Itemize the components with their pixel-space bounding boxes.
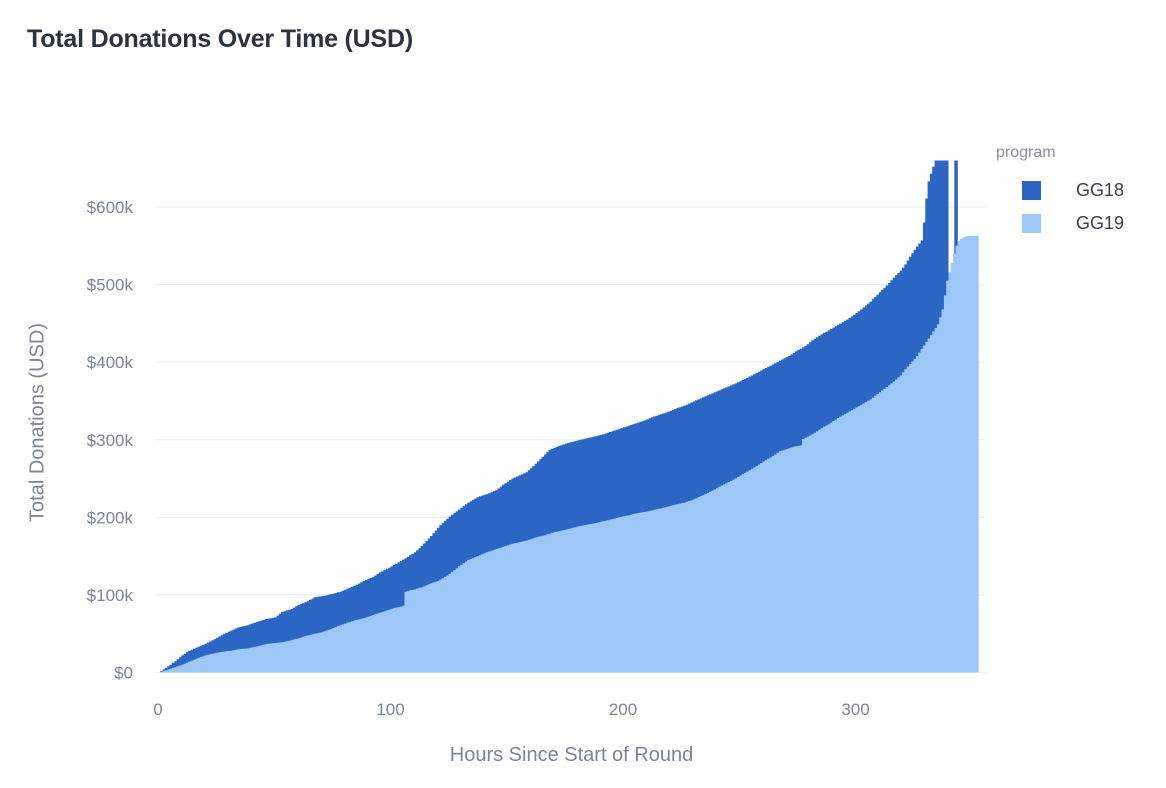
y-tick-label: $100k [87,586,134,605]
chart-title: Total Donations Over Time (USD) [27,24,413,53]
legend-label-gg19: GG19 [1076,213,1125,233]
x-tick-label: 0 [153,700,162,719]
x-tick-label: 100 [376,700,404,719]
y-tick-label: $500k [87,276,134,295]
legend-item-gg18: GG18 [996,180,1125,200]
y-tick-label: $600k [87,198,134,217]
y-tick-label: $300k [87,431,134,450]
y-tick-label: $400k [87,353,134,372]
gg18-swatch-icon [1022,181,1041,200]
x-tick-label: 200 [609,700,637,719]
legend-label-gg18: GG18 [1076,180,1125,200]
legend-item-gg19: GG19 [996,213,1125,233]
x-axis-title: Hours Since Start of Round [449,744,694,766]
area-GG19[interactable] [158,235,979,673]
gg19-swatch-icon [1022,214,1041,233]
x-tick-label: 300 [841,700,869,719]
y-tick-label: $0 [114,664,133,683]
legend-title: program [996,144,1056,161]
y-tick-label: $200k [87,508,134,527]
legend: program GG18 GG19 [996,143,1124,233]
y-axis-title: Total Donations (USD) [26,323,49,522]
